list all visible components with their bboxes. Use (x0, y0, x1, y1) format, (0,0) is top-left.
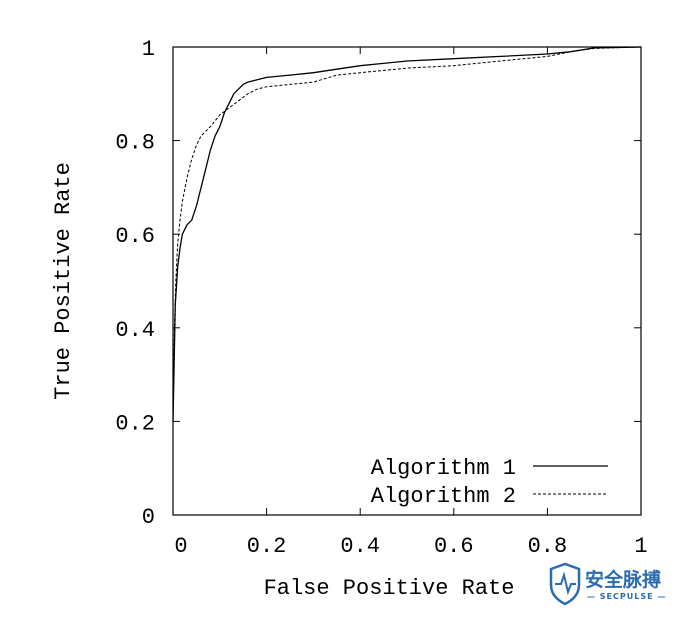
x-tick-label: 0.4 (340, 534, 380, 559)
x-tick-label: 0.8 (528, 534, 568, 559)
y-tick-label: 0.8 (115, 131, 155, 156)
x-tick-label: 0.2 (247, 534, 287, 559)
series-lines (172, 46, 642, 422)
legend-label-algorithm-1: Algorithm 1 (371, 456, 516, 481)
series-line-2 (172, 46, 642, 422)
shield-icon (549, 562, 581, 606)
y-tick-label: 1 (142, 37, 155, 62)
legend-label-algorithm-2: Algorithm 2 (371, 484, 516, 509)
legend: Algorithm 1 Algorithm 2 (371, 456, 608, 509)
x-tick-label: 0.6 (434, 534, 474, 559)
plot-frame (172, 46, 642, 516)
x-tick-label: 0 (174, 534, 187, 559)
y-axis-title: True Positive Rate (51, 162, 76, 400)
y-tick-label: 0 (142, 505, 155, 530)
y-tick-label: 0.2 (115, 411, 155, 436)
y-tick-label: 0.4 (115, 318, 155, 343)
watermark-text-cn: 安全脉搏 (585, 568, 661, 591)
y-tick-label: 0.6 (115, 224, 155, 249)
watermark-logo: 安全脉搏 — SECPULSE — (549, 562, 666, 606)
x-axis-title: False Positive Rate (264, 576, 515, 601)
series-line-1 (172, 46, 642, 422)
x-tick-label: 1 (634, 534, 647, 559)
axis-ticks: 0 0.2 0.4 0.6 0.8 1 0 0.2 0.4 0.6 0.8 1 (115, 37, 647, 559)
watermark-text-en: — SECPULSE — (587, 592, 666, 601)
pulse-icon (555, 571, 576, 596)
